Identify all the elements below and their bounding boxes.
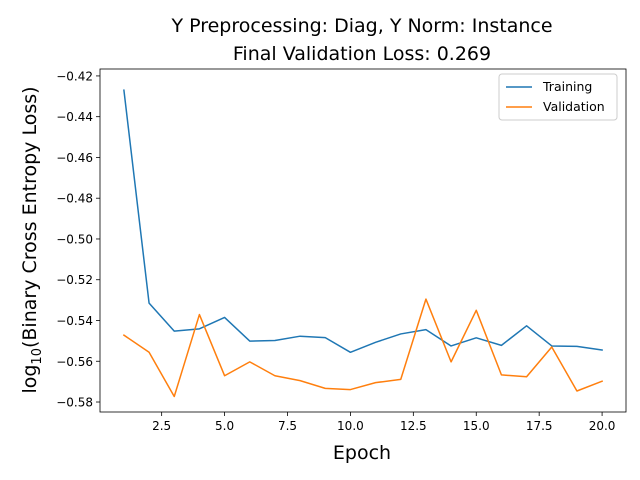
y-tick-label: −0.56 (56, 355, 93, 369)
y-axis-label-log: log (19, 365, 41, 394)
legend: Training Validation (498, 73, 618, 121)
axis-ticks: 2.5 5.0 7.5 10.0 12.5 15.0 17.5 20.0 −0.42 −0.44 −… (56, 68, 627, 433)
y-axis-label-subscript: 10 (30, 348, 45, 365)
y-tick-label: −0.44 (56, 110, 93, 124)
chart-title-line1: Y Preprocessing: Diag, Y Norm: Instance (170, 15, 552, 37)
chart-title-line2: Final Validation Loss: 0.269 (233, 43, 491, 65)
y-tick-label: −0.52 (56, 273, 93, 287)
y-tick-label: −0.50 (56, 232, 93, 246)
x-tick-label: 7.5 (278, 419, 297, 433)
x-tick-label: 5.0 (215, 419, 234, 433)
legend-label-validation: Validation (543, 99, 605, 114)
series-line-training (123, 89, 603, 354)
y-tick-label: −0.46 (56, 151, 93, 165)
y-tick-label: −0.42 (56, 69, 93, 83)
series-line-validation (122, 298, 604, 398)
plot-area (122, 89, 604, 398)
x-tick-label: 20.0 (589, 419, 616, 433)
x-tick-label: 2.5 (152, 419, 171, 433)
x-tick-label: 12.5 (400, 419, 427, 433)
y-tick-label: −0.48 (56, 192, 93, 206)
axes-frame (99, 68, 627, 413)
x-axis-label: Epoch (333, 442, 391, 464)
x-tick-label: 17.5 (526, 419, 553, 433)
y-tick-label: −0.54 (56, 314, 93, 328)
y-axis-label-rest: (Binary Cross Entropy Loss) (19, 86, 41, 348)
legend-label-training: Training (542, 79, 592, 94)
x-tick-label: 10.0 (337, 419, 364, 433)
x-tick-label: 15.0 (463, 419, 490, 433)
legend-box (498, 73, 618, 121)
y-tick-label: −0.58 (56, 396, 93, 410)
y-axis-label: log10(Binary Cross Entropy Loss) (19, 86, 45, 393)
